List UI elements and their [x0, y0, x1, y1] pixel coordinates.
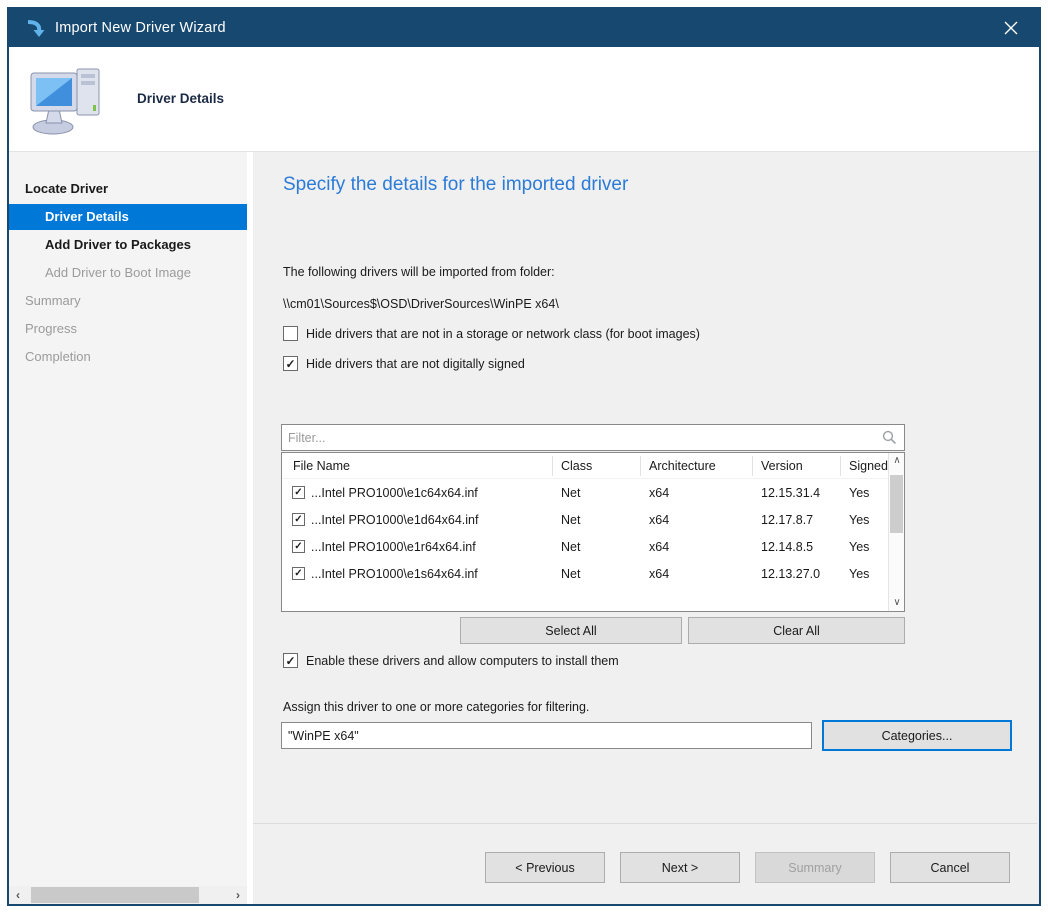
- column-header-file-name[interactable]: File Name: [282, 455, 553, 476]
- content-pane: Specify the details for the imported dri…: [253, 152, 1037, 904]
- nav-item-add-driver-to-boot-image[interactable]: Add Driver to Boot Image: [45, 265, 191, 280]
- wizard-window: Import New Driver Wizard Driver Details …: [7, 7, 1041, 906]
- cell-architecture: x64: [649, 539, 670, 554]
- cancel-button[interactable]: Cancel: [890, 852, 1010, 883]
- table-header-row[interactable]: File Name Class Architecture Version Sig…: [282, 453, 904, 479]
- scroll-right-icon[interactable]: ›: [236, 888, 240, 902]
- cell-class: Net: [561, 566, 581, 581]
- categories-button[interactable]: Categories...: [822, 720, 1012, 751]
- cell-version: 12.17.8.7: [761, 512, 814, 527]
- sidebar-horizontal-scrollbar[interactable]: ‹ ›: [9, 886, 247, 904]
- checkbox-checked-icon[interactable]: [283, 653, 298, 668]
- nav-item-driver-details[interactable]: Driver Details: [9, 204, 247, 230]
- previous-button[interactable]: < Previous: [485, 852, 605, 883]
- scroll-left-icon[interactable]: ‹: [16, 888, 20, 902]
- cell-file-name: ...Intel PRO1000\e1s64x64.inf: [311, 566, 478, 581]
- wizard-arrow-icon: [27, 20, 45, 37]
- category-input[interactable]: [288, 724, 803, 747]
- intro-text: The following drivers will be imported f…: [283, 265, 555, 279]
- cell-signed: Yes: [849, 539, 870, 554]
- enable-drivers-checkbox-row[interactable]: Enable these drivers and allow computers…: [283, 653, 619, 668]
- cell-class: Net: [561, 512, 581, 527]
- footer-divider: [253, 823, 1037, 824]
- cell-file-name: ...Intel PRO1000\e1r64x64.inf: [311, 539, 476, 554]
- scrollbar-thumb[interactable]: [890, 475, 903, 533]
- wizard-nav-sidebar: Locate Driver Driver Details Add Driver …: [9, 152, 247, 904]
- checkbox-checked-icon[interactable]: [283, 356, 298, 371]
- scroll-down-icon[interactable]: ∨: [893, 597, 901, 608]
- column-header-architecture[interactable]: Architecture: [641, 455, 753, 476]
- select-all-button[interactable]: Select All: [460, 617, 682, 644]
- scrollbar-track[interactable]: [27, 886, 229, 904]
- row-checkbox-icon[interactable]: [292, 540, 305, 553]
- checkbox-label: Enable these drivers and allow computers…: [306, 653, 619, 668]
- table-row[interactable]: ...Intel PRO1000\e1s64x64.inf Net x64 12…: [282, 560, 904, 587]
- checkbox-label: Hide drivers that are not digitally sign…: [306, 356, 525, 371]
- close-icon: [1004, 21, 1018, 35]
- column-header-version[interactable]: Version: [753, 455, 841, 476]
- clear-all-button[interactable]: Clear All: [688, 617, 905, 644]
- cell-signed: Yes: [849, 485, 870, 500]
- checkbox-label: Hide drivers that are not in a storage o…: [306, 326, 700, 341]
- column-header-signed[interactable]: Signed: [849, 458, 888, 473]
- page-title: Driver Details: [137, 91, 225, 106]
- cell-file-name: ...Intel PRO1000\e1c64x64.inf: [311, 485, 478, 500]
- nav-item-label: Driver Details: [45, 209, 129, 224]
- scrollbar-thumb[interactable]: [31, 887, 199, 903]
- sidebar-divider: [247, 152, 253, 904]
- hide-unsigned-checkbox-row[interactable]: Hide drivers that are not digitally sign…: [283, 356, 525, 371]
- table-row[interactable]: ...Intel PRO1000\e1r64x64.inf Net x64 12…: [282, 533, 904, 560]
- nav-item-summary[interactable]: Summary: [25, 293, 81, 308]
- table-vertical-scrollbar[interactable]: ∧ ∨: [888, 453, 904, 611]
- cell-version: 12.14.8.5: [761, 539, 814, 554]
- hide-storage-network-checkbox-row[interactable]: Hide drivers that are not in a storage o…: [283, 326, 700, 341]
- table-row[interactable]: ...Intel PRO1000\e1c64x64.inf Net x64 12…: [282, 479, 904, 506]
- next-button[interactable]: Next >: [620, 852, 740, 883]
- nav-item-add-driver-to-packages[interactable]: Add Driver to Packages: [45, 237, 191, 252]
- driver-table: File Name Class Architecture Version Sig…: [281, 452, 905, 612]
- filter-input[interactable]: [288, 426, 868, 449]
- table-row[interactable]: ...Intel PRO1000\e1d64x64.inf Net x64 12…: [282, 506, 904, 533]
- row-checkbox-icon[interactable]: [292, 567, 305, 580]
- search-icon[interactable]: [882, 430, 897, 445]
- cell-signed: Yes: [849, 512, 870, 527]
- category-label: Assign this driver to one or more catego…: [283, 700, 590, 714]
- folder-path: \\cm01\Sources$\OSD\DriverSources\WinPE …: [283, 297, 559, 311]
- title-bar: Import New Driver Wizard: [9, 9, 1039, 47]
- nav-item-completion[interactable]: Completion: [25, 349, 91, 364]
- cell-file-name: ...Intel PRO1000\e1d64x64.inf: [311, 512, 479, 527]
- checkbox-unchecked-icon[interactable]: [283, 326, 298, 341]
- cell-class: Net: [561, 485, 581, 500]
- cell-version: 12.15.31.4: [761, 485, 821, 500]
- scroll-up-icon[interactable]: ∧: [893, 455, 901, 466]
- cell-architecture: x64: [649, 566, 670, 581]
- summary-button[interactable]: Summary: [755, 852, 875, 883]
- cell-architecture: x64: [649, 512, 670, 527]
- row-checkbox-icon[interactable]: [292, 486, 305, 499]
- wizard-header: Driver Details: [9, 47, 1039, 152]
- cell-version: 12.13.27.0: [761, 566, 821, 581]
- computer-icon: [30, 68, 100, 135]
- nav-item-progress[interactable]: Progress: [25, 321, 78, 336]
- window-title: Import New Driver Wizard: [55, 20, 226, 36]
- column-header-class[interactable]: Class: [553, 455, 641, 476]
- main-row: Locate Driver Driver Details Add Driver …: [9, 152, 1039, 904]
- row-checkbox-icon[interactable]: [292, 513, 305, 526]
- filter-box: [281, 424, 905, 451]
- content-heading: Specify the details for the imported dri…: [283, 174, 629, 195]
- close-button[interactable]: [983, 9, 1039, 47]
- nav-item-locate-driver[interactable]: Locate Driver: [25, 181, 109, 196]
- cell-signed: Yes: [849, 566, 870, 581]
- cell-architecture: x64: [649, 485, 670, 500]
- cell-class: Net: [561, 539, 581, 554]
- category-field-wrap: [281, 722, 812, 749]
